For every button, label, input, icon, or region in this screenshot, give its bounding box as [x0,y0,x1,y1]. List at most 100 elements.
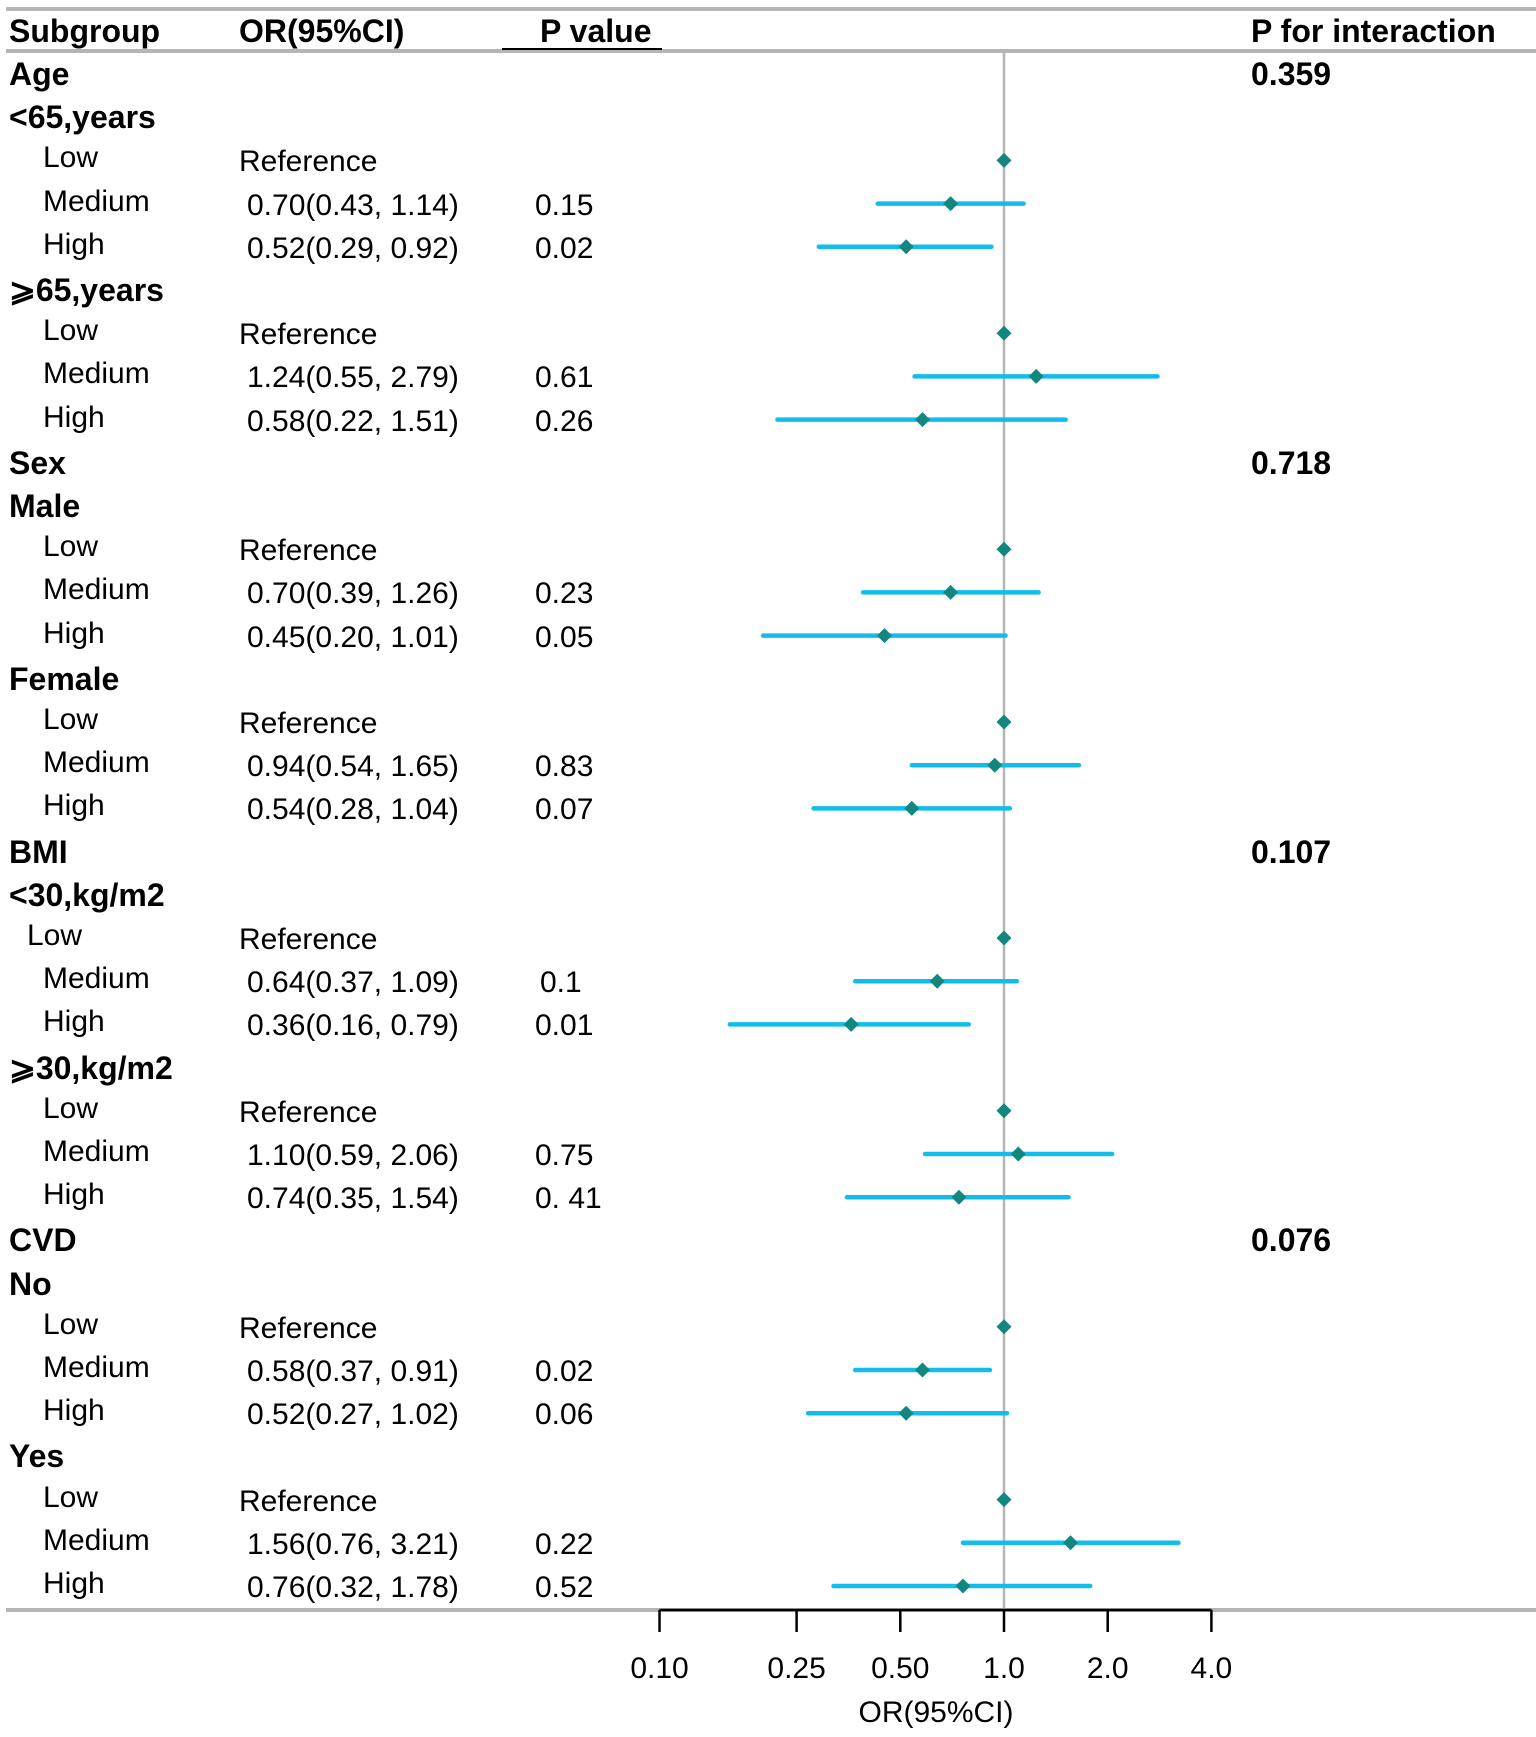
p-value: 0. 41 [535,1182,602,1216]
row-label: High [43,400,105,434]
p-value: 0.15 [535,188,594,222]
x-tick-label: 0.10 [630,1652,689,1685]
or-text: 1.10(0.59, 2.06) [247,1139,459,1172]
x-tick-label: 2.0 [1086,1652,1129,1685]
row-label: High [43,1394,105,1428]
header-rule [6,49,1536,53]
or-text: Reference [239,1095,378,1129]
or-text: 0.64(0.37, 1.09) [247,966,459,1000]
row-label: Low [43,141,99,175]
p-value: 0.07 [535,793,594,827]
point-estimate [915,412,931,428]
row-label: Low [43,530,99,564]
or-text: Reference [239,923,378,956]
p-interaction-value: 0.359 [1251,56,1332,92]
p-value: 0.61 [535,361,594,395]
subgroup-label: Yes [9,1438,65,1475]
p-value: 0.01 [535,1009,594,1043]
or-text: Reference [239,534,378,568]
row-label: Low [43,1091,99,1125]
row-label: High [43,227,105,261]
or-text: 0.36(0.16, 0.79) [247,1009,459,1043]
group-label: Age [9,56,70,92]
row-label: Low [43,1307,99,1341]
p-value: 0.02 [535,231,594,265]
point-estimate [898,239,914,255]
p-value: 0.22 [535,1527,594,1561]
or-text: 0.45(0.20, 1.01) [247,620,459,654]
header-p-value: P value [540,13,652,49]
row-label: Medium [43,184,150,218]
or-text: 0.52(0.27, 1.02) [247,1398,459,1432]
point-estimate [996,930,1012,946]
p-value: 0.02 [535,1355,594,1388]
subgroup-label: No [9,1265,52,1302]
row-label: High [43,616,105,650]
x-tick-label: 0.50 [871,1652,930,1685]
row-label: High [43,1005,105,1039]
point-estimate [996,152,1012,168]
point-estimate [955,1578,971,1594]
p-value-underline [502,48,662,50]
or-text: Reference [239,1484,378,1518]
point-estimate [904,800,920,816]
point-estimate [898,1405,914,1421]
x-tick-label: 0.25 [767,1652,826,1685]
group-label: CVD [9,1222,77,1259]
row-label: High [43,1178,105,1212]
or-text: Reference [239,1311,378,1345]
or-text: 0.94(0.54, 1.65) [247,750,459,784]
or-text: 0.74(0.35, 1.54) [247,1182,459,1216]
point-estimate [929,973,945,989]
point-estimate [943,584,959,600]
or-text: 0.58(0.22, 1.51) [247,404,459,438]
or-text: 0.52(0.29, 0.92) [247,231,459,265]
point-estimate [996,325,1012,341]
group-label: BMI [9,833,68,870]
point-estimate [877,628,893,644]
row-label: Medium [43,1351,150,1384]
or-text: 1.24(0.55, 2.79) [247,361,459,395]
subgroup-label: Male [9,488,81,524]
point-estimate [951,1189,967,1205]
row-label: Low [27,919,83,952]
subgroup-label: <30,kg/m2 [9,876,165,913]
p-interaction-value: 0.107 [1251,833,1332,870]
or-text: 1.56(0.76, 3.21) [247,1527,459,1561]
row-label: Medium [43,357,150,391]
row-label: Low [43,1480,99,1514]
subgroup-label: Female [9,660,120,697]
p-value: 0.52 [535,1571,594,1604]
row-label: Medium [43,573,150,607]
p-value: 0.26 [535,404,594,438]
point-estimate [1028,368,1044,384]
row-label: High [43,789,105,823]
p-value: 0.83 [535,750,594,784]
header-or: OR(95%CI) [239,13,405,49]
point-estimate [996,1319,1012,1335]
row-label: Medium [43,962,150,996]
p-interaction-value: 0.076 [1251,1222,1332,1259]
x-tick-label: 4.0 [1190,1652,1233,1685]
point-estimate [843,1016,859,1032]
top-rule [6,7,1536,11]
group-label: Sex [9,444,66,481]
or-text: 0.54(0.28, 1.04) [247,793,459,827]
or-text: Reference [239,707,378,740]
point-estimate [996,541,1012,557]
p-value: 0.06 [535,1398,594,1432]
point-estimate [996,1492,1012,1508]
or-text: Reference [239,318,378,352]
row-label: Low [43,314,99,348]
or-text: 0.70(0.39, 1.26) [247,577,459,611]
p-value: 0.1 [540,966,582,1000]
p-value: 0.23 [535,577,594,611]
or-text: 0.76(0.32, 1.78) [247,1571,459,1604]
row-label: Medium [43,1523,150,1557]
p-value: 0.05 [535,620,594,654]
x-tick-label: 1.0 [983,1652,1025,1685]
header-subgroup: Subgroup [9,13,161,49]
point-estimate [987,757,1003,773]
